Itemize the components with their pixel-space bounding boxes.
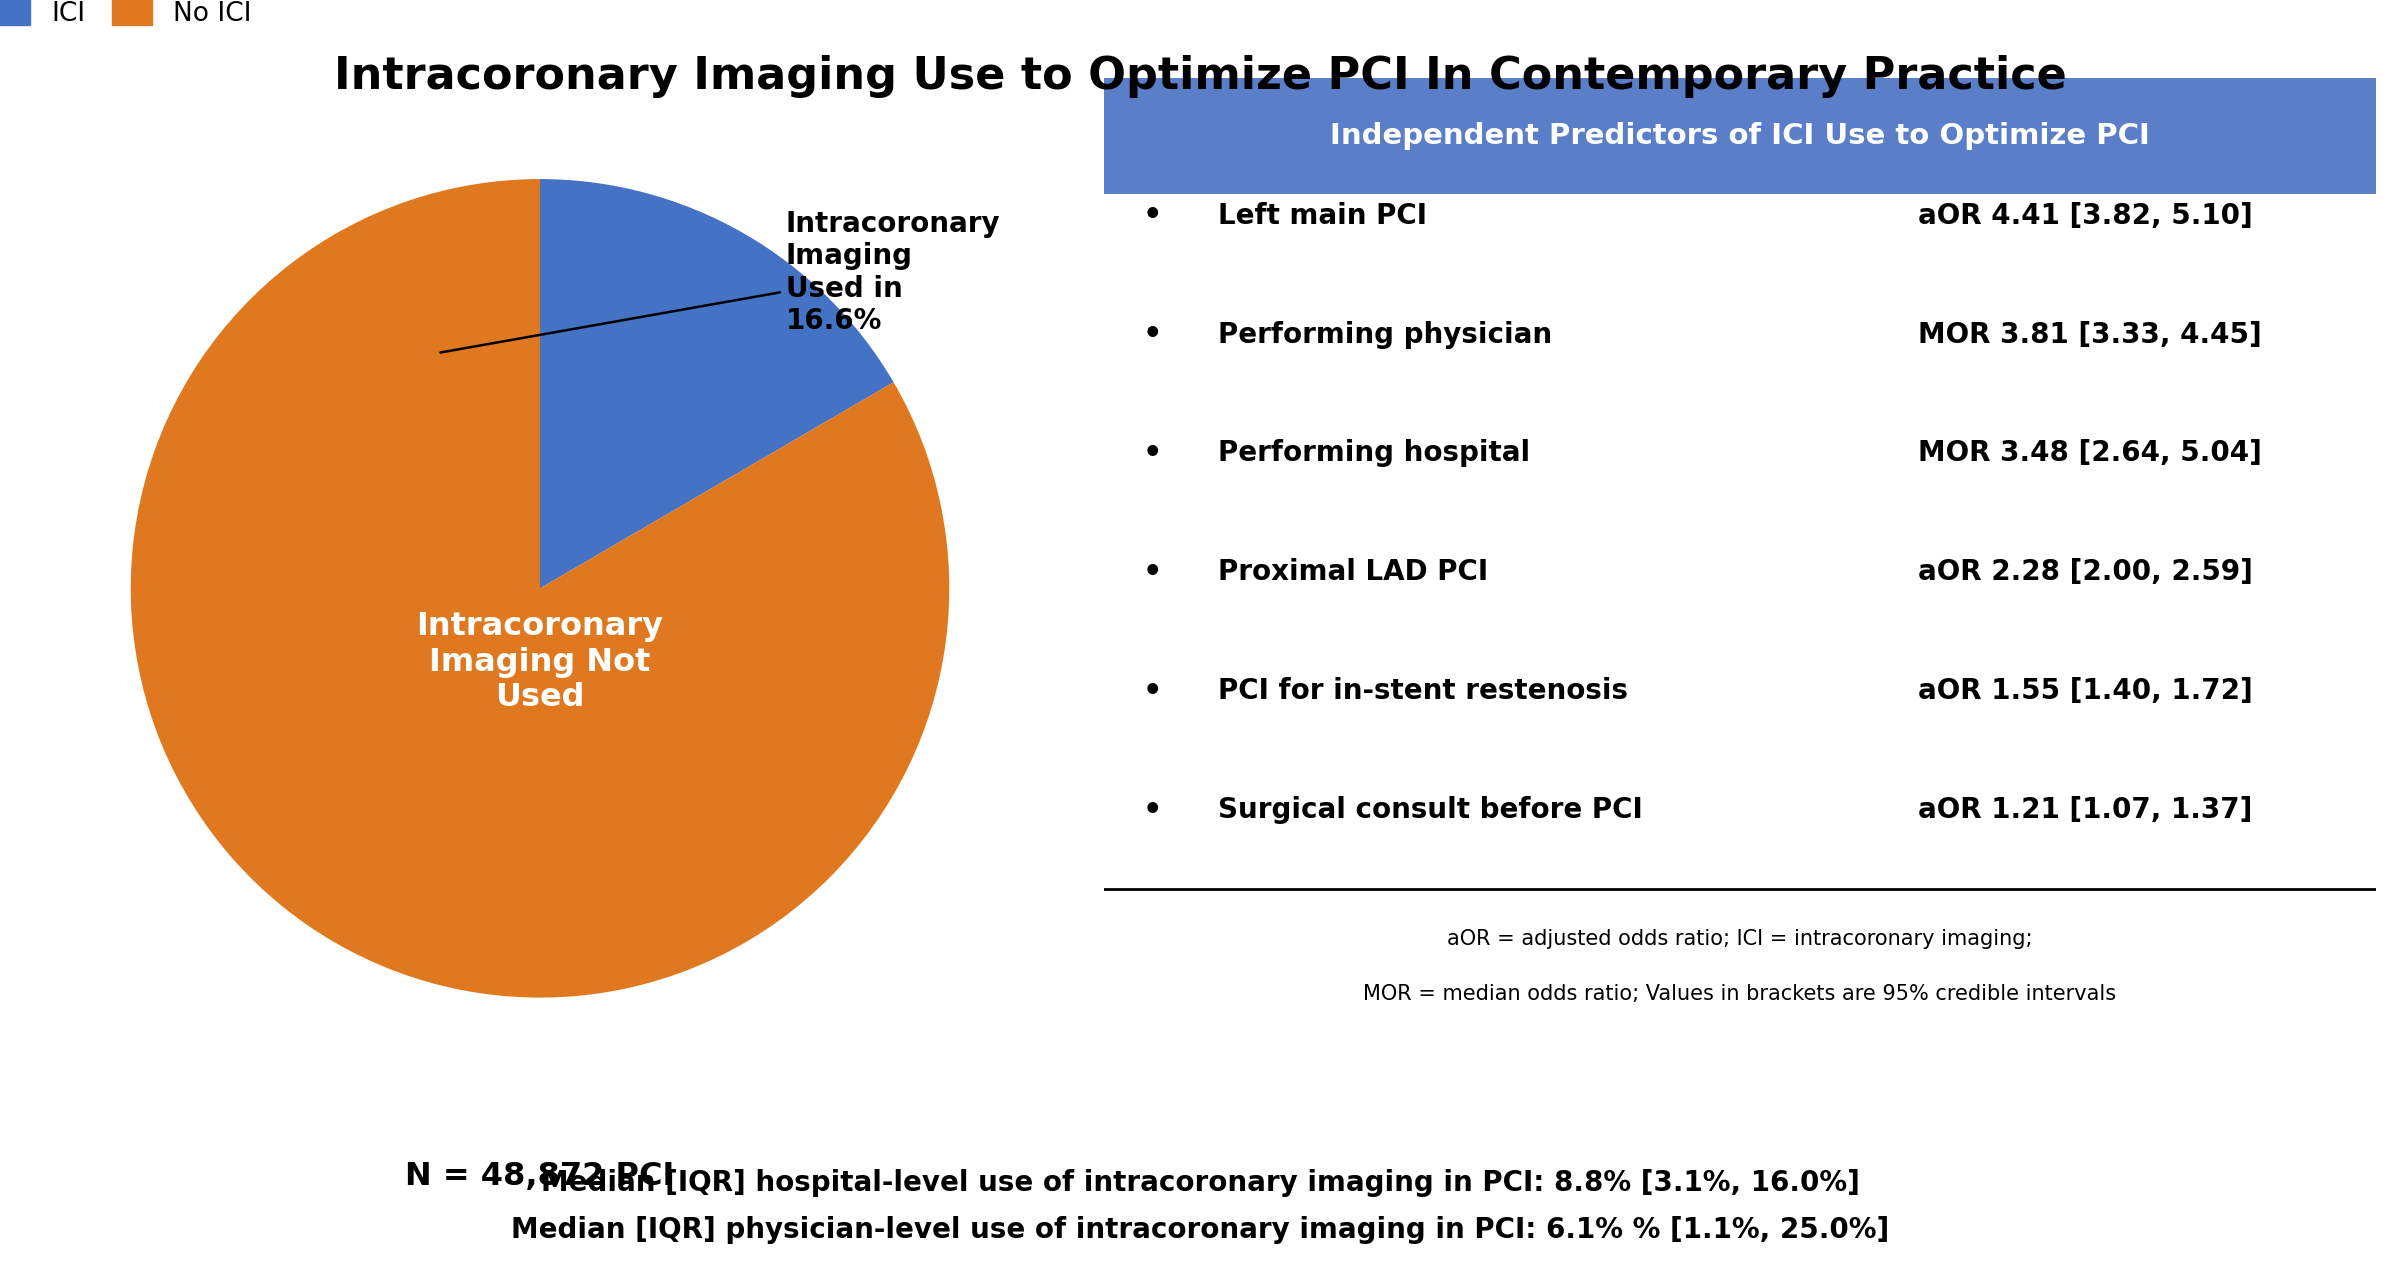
Text: N = 48,872 PCI: N = 48,872 PCI	[406, 1161, 674, 1192]
Text: MOR 3.48 [2.64, 5.04]: MOR 3.48 [2.64, 5.04]	[1918, 440, 2261, 468]
Text: •: •	[1142, 677, 1162, 706]
Text: •: •	[1142, 439, 1162, 468]
Text: Median [IQR] physician-level use of intracoronary imaging in PCI: 6.1% % [1.1%, : Median [IQR] physician-level use of intr…	[511, 1216, 1889, 1244]
Text: aOR = adjusted odds ratio; ICI = intracoronary imaging;: aOR = adjusted odds ratio; ICI = intraco…	[1447, 929, 2033, 949]
Text: Performing hospital: Performing hospital	[1219, 440, 1531, 468]
Text: •: •	[1142, 320, 1162, 349]
Text: aOR 1.21 [1.07, 1.37]: aOR 1.21 [1.07, 1.37]	[1918, 797, 2254, 824]
Text: •: •	[1142, 796, 1162, 825]
Text: Intracoronary
Imaging Not
Used: Intracoronary Imaging Not Used	[418, 610, 662, 714]
Text: aOR 4.41 [3.82, 5.10]: aOR 4.41 [3.82, 5.10]	[1918, 202, 2254, 230]
Legend: ICI, No ICI: ICI, No ICI	[0, 0, 262, 37]
Wedge shape	[130, 179, 950, 998]
Text: •: •	[1142, 558, 1162, 587]
Text: Proximal LAD PCI: Proximal LAD PCI	[1219, 559, 1488, 586]
Text: Intracoronary Imaging Use to Optimize PCI In Contemporary Practice: Intracoronary Imaging Use to Optimize PC…	[334, 55, 2066, 98]
Text: Performing physician: Performing physician	[1219, 321, 1553, 349]
Text: Surgical consult before PCI: Surgical consult before PCI	[1219, 797, 1644, 824]
Text: Intracoronary
Imaging
Used in
16.6%: Intracoronary Imaging Used in 16.6%	[442, 210, 1001, 353]
Text: Left main PCI: Left main PCI	[1219, 202, 1428, 230]
Text: MOR = median odds ratio; Values in brackets are 95% credible intervals: MOR = median odds ratio; Values in brack…	[1363, 985, 2117, 1004]
Text: Median [IQR] hospital-level use of intracoronary imaging in PCI: 8.8% [3.1%, 16.: Median [IQR] hospital-level use of intra…	[540, 1169, 1860, 1197]
FancyBboxPatch shape	[1104, 78, 2376, 194]
Text: PCI for in-stent restenosis: PCI for in-stent restenosis	[1219, 678, 1630, 705]
Wedge shape	[540, 179, 893, 588]
Text: Independent Predictors of ICI Use to Optimize PCI: Independent Predictors of ICI Use to Opt…	[1330, 122, 2150, 150]
Text: •: •	[1142, 201, 1162, 230]
Text: aOR 1.55 [1.40, 1.72]: aOR 1.55 [1.40, 1.72]	[1918, 678, 2254, 705]
Text: MOR 3.81 [3.33, 4.45]: MOR 3.81 [3.33, 4.45]	[1918, 321, 2261, 349]
Text: aOR 2.28 [2.00, 2.59]: aOR 2.28 [2.00, 2.59]	[1918, 559, 2254, 586]
